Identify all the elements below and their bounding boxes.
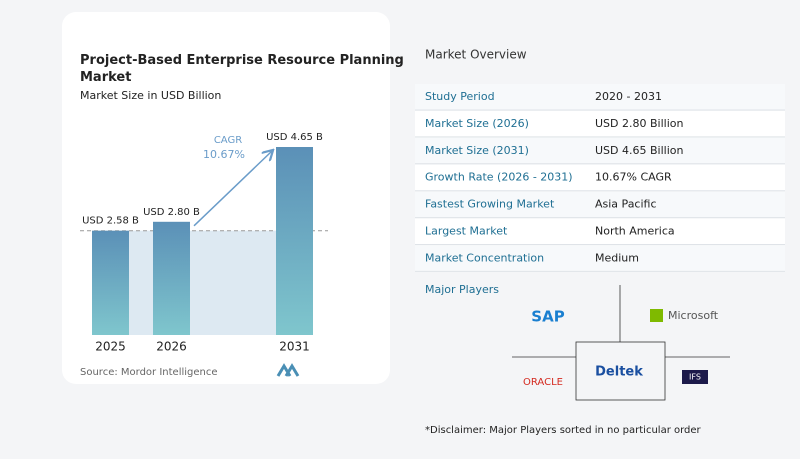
row-value: Asia Pacific (595, 198, 657, 211)
x-tick-label: 2026 (156, 340, 187, 354)
row-label: Market Size (2031) (425, 144, 529, 157)
source: Source: Mordor Intelligence (80, 367, 218, 378)
row-label: Study Period (425, 90, 495, 103)
bar (276, 147, 313, 335)
value-label: USD 2.58 B (82, 216, 139, 227)
value-label: USD 4.65 B (266, 132, 323, 143)
row-value: 2020 - 2031 (595, 90, 662, 103)
row-value: USD 2.80 Billion (595, 117, 683, 130)
logo-deltek: Deltek (595, 365, 643, 380)
bar (92, 230, 129, 335)
overview-title: Market Overview (425, 48, 527, 62)
ms-icon (650, 309, 663, 322)
ifs-bg (682, 370, 708, 384)
row-bg (415, 218, 785, 245)
row-bg (415, 191, 785, 218)
row-bg (415, 137, 785, 164)
row-bg (415, 84, 785, 110)
x-tick-label: 2031 (279, 340, 310, 354)
chart-title: Project-Based Enterprise Resource Planni… (80, 53, 404, 85)
chart-subtitle: Market Size in USD Billion (80, 89, 221, 102)
row-value: North America (595, 225, 675, 238)
row-label: Market Concentration (425, 251, 544, 264)
players-title: Major Players (425, 283, 499, 296)
row-label: Market Size (2026) (425, 117, 529, 130)
row-value: Medium (595, 251, 639, 264)
row-label: Fastest Growing Market (425, 198, 555, 211)
row-bg (415, 245, 785, 272)
x-tick-label: 2025 (95, 340, 126, 354)
row-value: USD 4.65 Billion (595, 144, 683, 157)
brand-logo (276, 363, 300, 377)
row-value: 10.67% CAGR (595, 171, 672, 184)
logo-oracle: ORACLE (523, 377, 563, 388)
cagr-label: CAGR (214, 135, 242, 146)
row-label: Growth Rate (2026 - 2031) (425, 171, 573, 184)
row-bg (415, 164, 785, 191)
value-label: USD 2.80 B (143, 207, 200, 218)
cagr-value: 10.67% (203, 148, 245, 161)
logo-ifs: IFS (689, 373, 701, 382)
logo-sap: SAP (531, 308, 564, 326)
cagr-arrow (193, 151, 272, 227)
row-bg (415, 110, 785, 137)
player-grid (512, 285, 730, 401)
logo-microsoft: Microsoft (668, 309, 719, 322)
disclaimer: *Disclaimer: Major Players sorted in no … (425, 425, 702, 436)
row-label: Largest Market (425, 225, 508, 238)
bar (153, 221, 190, 335)
overview-table: Study Period 2020 - 2031 Market Size (2026… (415, 84, 785, 272)
